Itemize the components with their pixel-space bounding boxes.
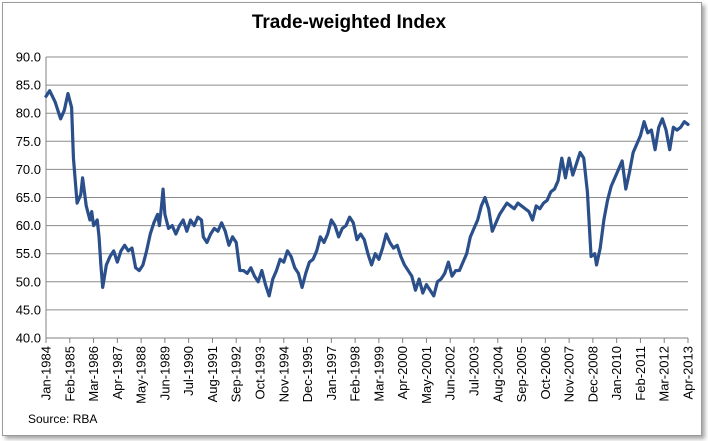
y-tick-label: 85.0 [16, 78, 41, 93]
x-tick-label: Dec-1995 [300, 346, 315, 402]
x-tick-label: Jun-1989 [157, 346, 172, 400]
x-tick-label: Aug-2004 [490, 346, 505, 402]
x-tick-label: Jul-1990 [181, 346, 196, 396]
x-tick-label: Jan-1984 [39, 346, 54, 400]
x-tick-label: Apr-1987 [110, 346, 125, 399]
x-tick-label: Jan-2010 [609, 346, 624, 400]
y-tick-label: 60.0 [16, 218, 41, 233]
x-tick-label: Apr-2013 [681, 346, 696, 399]
x-tick-label: Oct-1993 [253, 346, 268, 399]
x-tick-label: May-2001 [419, 346, 434, 404]
x-tick-label: Apr-2000 [395, 346, 410, 399]
x-tick-label: Feb-1985 [62, 346, 77, 402]
source-note: Source: RBA [28, 412, 98, 426]
x-tick-label: Mar-1999 [371, 346, 386, 402]
y-tick-label: 80.0 [16, 106, 41, 121]
y-tick-label: 40.0 [16, 331, 41, 346]
y-tick-label: 55.0 [16, 246, 41, 261]
x-tick-label: May-1988 [134, 346, 149, 404]
x-tick-label: Oct-2006 [538, 346, 553, 399]
y-tick-label: 50.0 [16, 274, 41, 289]
y-tick-label: 75.0 [16, 134, 41, 149]
y-tick-label: 90.0 [16, 50, 41, 65]
x-tick-label: Mar-1986 [86, 346, 101, 402]
x-tick-label: Jul-2003 [467, 346, 482, 396]
x-tick-label: Nov-2007 [562, 346, 577, 402]
x-tick-label: Feb-2011 [633, 346, 648, 401]
x-tick-label: Dec-2008 [585, 346, 600, 402]
series-line-trade-weighted-index [44, 89, 690, 298]
y-tick-label: 45.0 [16, 302, 41, 317]
x-tick-label: Aug-1991 [205, 346, 220, 402]
x-tick-label: Sep-1992 [229, 346, 244, 402]
x-tick-label: Sep-2005 [514, 346, 529, 402]
x-tick-label: Jan-1997 [324, 346, 339, 400]
x-tick-label: Nov-1994 [276, 346, 291, 402]
x-tick-label: Jun-2002 [443, 346, 458, 400]
y-tick-label: 70.0 [16, 162, 41, 177]
y-tick-label: 65.0 [16, 190, 41, 205]
x-tick-label: Feb-1998 [348, 346, 363, 402]
chart-title: Trade-weighted Index [251, 12, 447, 33]
x-tick-label: Mar-2012 [657, 346, 672, 402]
